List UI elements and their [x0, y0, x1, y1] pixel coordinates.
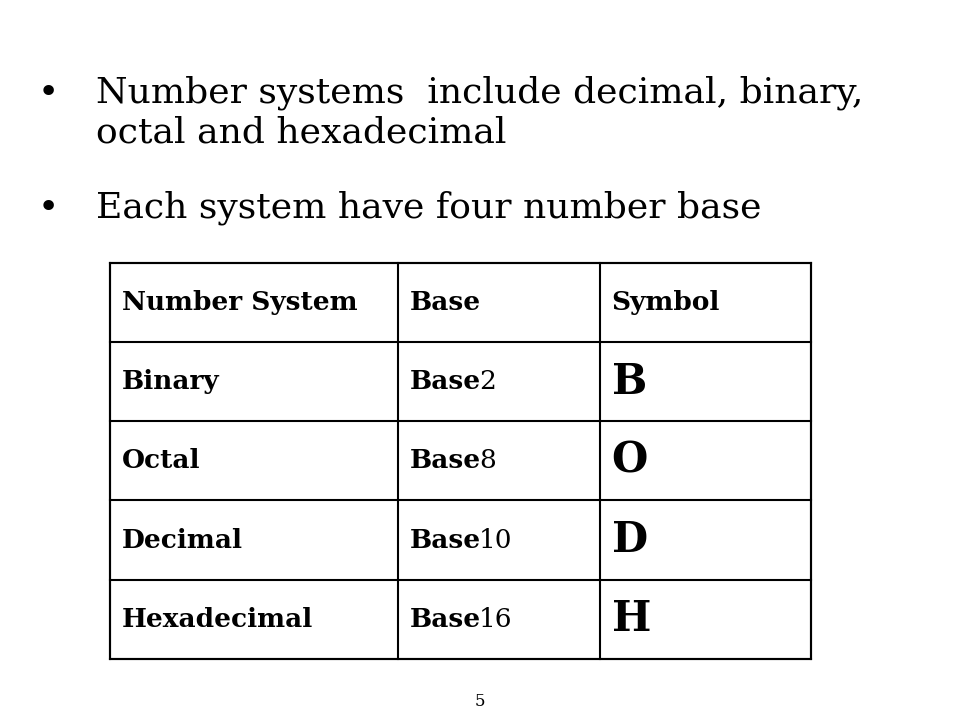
- Text: B: B: [612, 361, 647, 402]
- Text: 2: 2: [479, 369, 496, 394]
- Text: 5: 5: [475, 693, 485, 711]
- Text: Decimal: Decimal: [122, 528, 243, 552]
- Text: Symbol: Symbol: [612, 290, 720, 315]
- Text: Number systems  include decimal, binary,
octal and hexadecimal: Number systems include decimal, binary, …: [96, 76, 863, 150]
- Text: O: O: [612, 440, 648, 482]
- Text: Base: Base: [410, 290, 481, 315]
- Text: D: D: [612, 519, 648, 561]
- Text: Base: Base: [410, 369, 481, 394]
- Text: •: •: [37, 76, 59, 109]
- Bar: [110, 263, 811, 659]
- Text: 10: 10: [479, 528, 513, 552]
- Text: Base: Base: [410, 528, 481, 552]
- Text: 16: 16: [479, 607, 513, 631]
- Text: Base: Base: [410, 449, 481, 473]
- Text: 8: 8: [479, 449, 495, 473]
- Text: Hexadecimal: Hexadecimal: [122, 607, 313, 631]
- Text: Number System: Number System: [122, 290, 357, 315]
- Text: Base: Base: [410, 607, 481, 631]
- Text: H: H: [612, 598, 651, 640]
- Text: •: •: [37, 191, 59, 225]
- Text: Each system have four number base: Each system have four number base: [96, 191, 761, 225]
- Text: Octal: Octal: [122, 449, 201, 473]
- Text: Binary: Binary: [122, 369, 220, 394]
